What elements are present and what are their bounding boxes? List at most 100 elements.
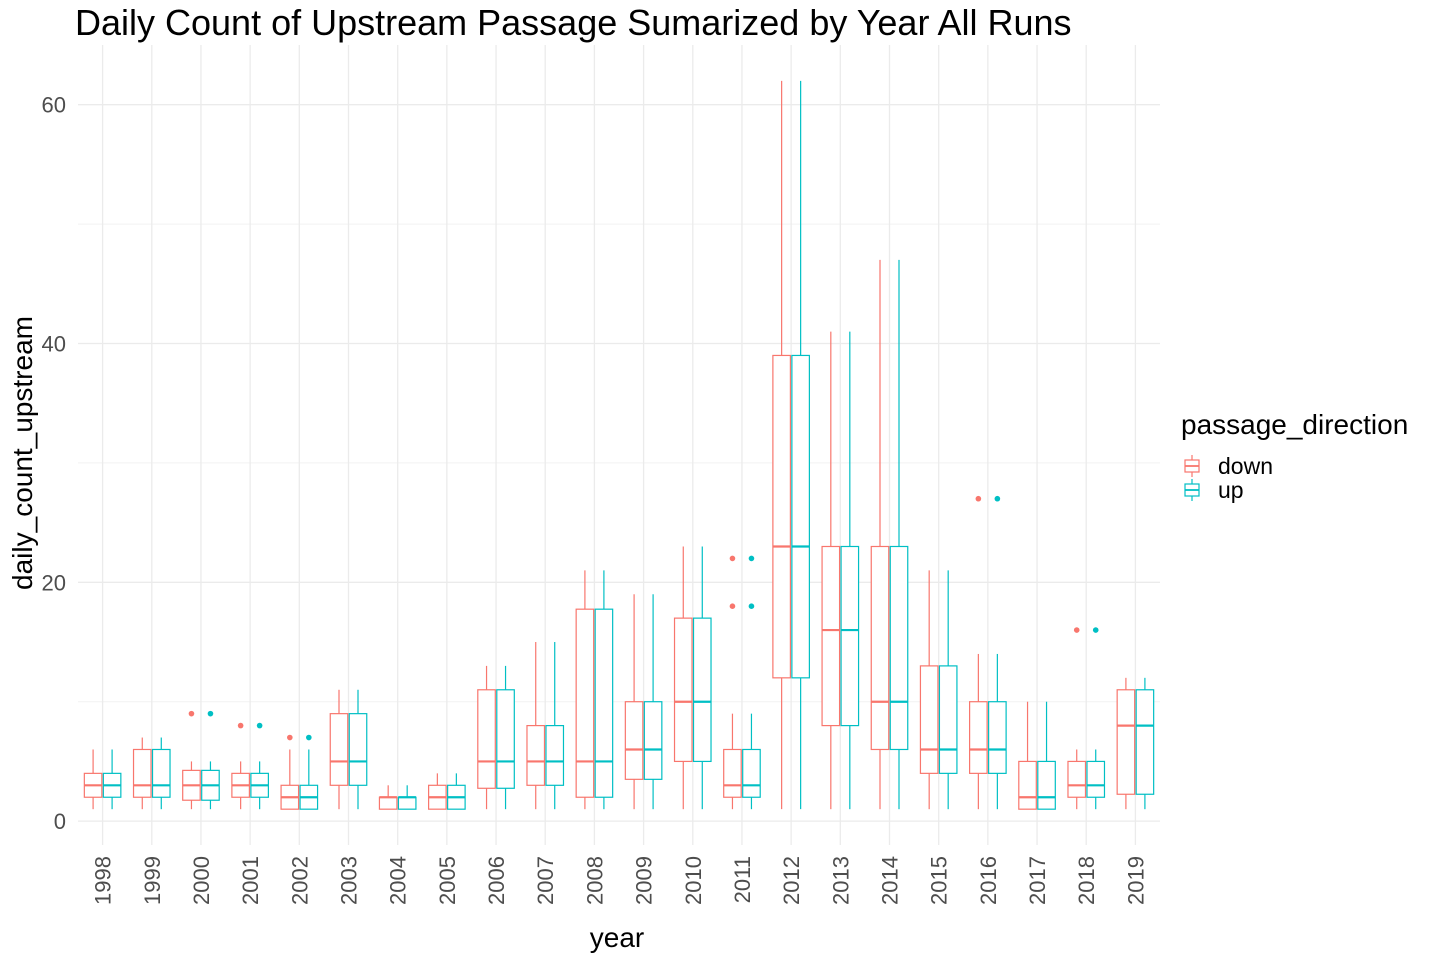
box-up-2011: [742, 555, 761, 810]
box-iqr: [1116, 689, 1136, 795]
box-iqr: [821, 545, 841, 727]
box-up-2019: [1135, 677, 1155, 810]
outlier-point: [748, 603, 755, 609]
box-iqr: [575, 608, 595, 798]
box-iqr: [348, 713, 368, 786]
box-up-2002: [299, 734, 319, 810]
box-down-2016: [969, 495, 988, 810]
box-up-2000: [201, 710, 220, 810]
y-axis: 0 20 40 60: [42, 93, 66, 834]
legend-label: up: [1218, 477, 1244, 503]
box-iqr: [1018, 760, 1037, 810]
box-down-2012: [772, 80, 791, 810]
box-up-2003: [348, 689, 368, 810]
outlier-point: [994, 495, 1001, 502]
outlier-point: [256, 722, 263, 729]
box-up-1998: [102, 749, 122, 810]
box-down-2015: [919, 570, 939, 810]
x-tick-label: 2006: [484, 856, 509, 905]
outlier-point: [188, 710, 195, 717]
x-tick-label: 2002: [287, 856, 312, 905]
box-iqr: [772, 354, 791, 679]
box-up-1999: [151, 737, 171, 810]
x-tick-label: 2014: [878, 856, 903, 905]
box-up-2009: [643, 594, 663, 810]
y-tick-label: 40: [42, 332, 66, 357]
box-down-2017: [1018, 701, 1037, 810]
box-up-2015: [938, 570, 958, 810]
box-iqr: [624, 701, 644, 780]
box-iqr: [378, 796, 398, 810]
x-tick-label: 2013: [828, 856, 853, 905]
x-tick-label: 1999: [140, 856, 165, 905]
grid-lines: [78, 45, 1160, 845]
x-tick-label: 2015: [927, 856, 952, 905]
box-iqr: [870, 545, 890, 751]
y-axis-title: daily_count_upstream: [7, 316, 38, 590]
box-down-2010: [673, 546, 693, 810]
outlier-point: [729, 603, 736, 609]
x-tick-label: 2008: [582, 856, 607, 905]
box-iqr: [151, 748, 171, 798]
y-tick-label: 60: [42, 93, 66, 118]
box-iqr: [673, 617, 693, 763]
outlier-point: [975, 495, 982, 502]
outlier-point: [1092, 627, 1099, 633]
x-tick-label: 2003: [337, 856, 362, 905]
x-tick-label: 2007: [533, 856, 558, 905]
box-down-2001: [231, 722, 250, 810]
box-iqr: [919, 665, 939, 774]
box-iqr: [594, 608, 614, 798]
box-iqr: [969, 701, 988, 774]
box-down-2013: [821, 331, 841, 810]
x-tick-label: 2012: [779, 856, 804, 905]
outlier-point: [207, 710, 214, 717]
box-down-2018: [1067, 627, 1087, 810]
box-iqr: [938, 665, 958, 774]
box-iqr: [840, 545, 860, 727]
box-iqr: [496, 689, 515, 789]
legend-title: passage_direction: [1181, 409, 1408, 440]
box-iqr: [1135, 689, 1155, 795]
box-iqr: [1037, 760, 1056, 810]
box-iqr: [692, 617, 712, 763]
box-iqr: [742, 748, 761, 798]
box-iqr: [1086, 760, 1106, 798]
outlier-point: [748, 555, 755, 562]
box-up-2017: [1037, 701, 1056, 810]
box-iqr: [791, 354, 810, 679]
box-iqr: [643, 701, 663, 780]
box-down-2019: [1116, 677, 1136, 810]
x-tick-label: 2000: [189, 856, 214, 905]
x-axis: 1998 1999 2000 2001 2002 2003 2004 2005 2006 2007…: [91, 856, 1149, 905]
x-tick-label: 2019: [1123, 856, 1148, 905]
x-tick-label: 2001: [238, 856, 263, 905]
box-up-2016: [988, 495, 1007, 810]
x-tick-label: 2016: [976, 856, 1001, 905]
x-tick-label: 2017: [1025, 856, 1050, 905]
box-down-2004: [378, 785, 398, 810]
x-tick-label: 2009: [632, 856, 657, 905]
x-tick-label: 2018: [1074, 856, 1099, 905]
y-tick-label: 20: [42, 570, 66, 595]
box-down-2014: [870, 259, 890, 810]
outlier-point: [306, 734, 312, 741]
box-up-2018: [1086, 627, 1106, 810]
x-tick-label: 2004: [386, 856, 411, 905]
box-up-2001: [250, 722, 269, 810]
box-iqr: [397, 796, 417, 810]
box-down-2005: [428, 773, 447, 810]
x-tick-label: 2011: [730, 856, 755, 903]
box-up-2005: [447, 773, 466, 810]
outlier-point: [287, 734, 293, 741]
box-up-2014: [889, 259, 909, 810]
box-down-1998: [83, 749, 103, 810]
legend-entry-up: up: [1184, 477, 1244, 503]
outlier-point: [729, 555, 736, 562]
box-down-2000: [182, 710, 201, 810]
box-iqr: [545, 724, 565, 786]
box-up-2004: [397, 785, 417, 810]
y-tick-label: 0: [54, 809, 66, 834]
box-iqr: [988, 701, 1007, 774]
box-down-2007: [526, 642, 546, 810]
